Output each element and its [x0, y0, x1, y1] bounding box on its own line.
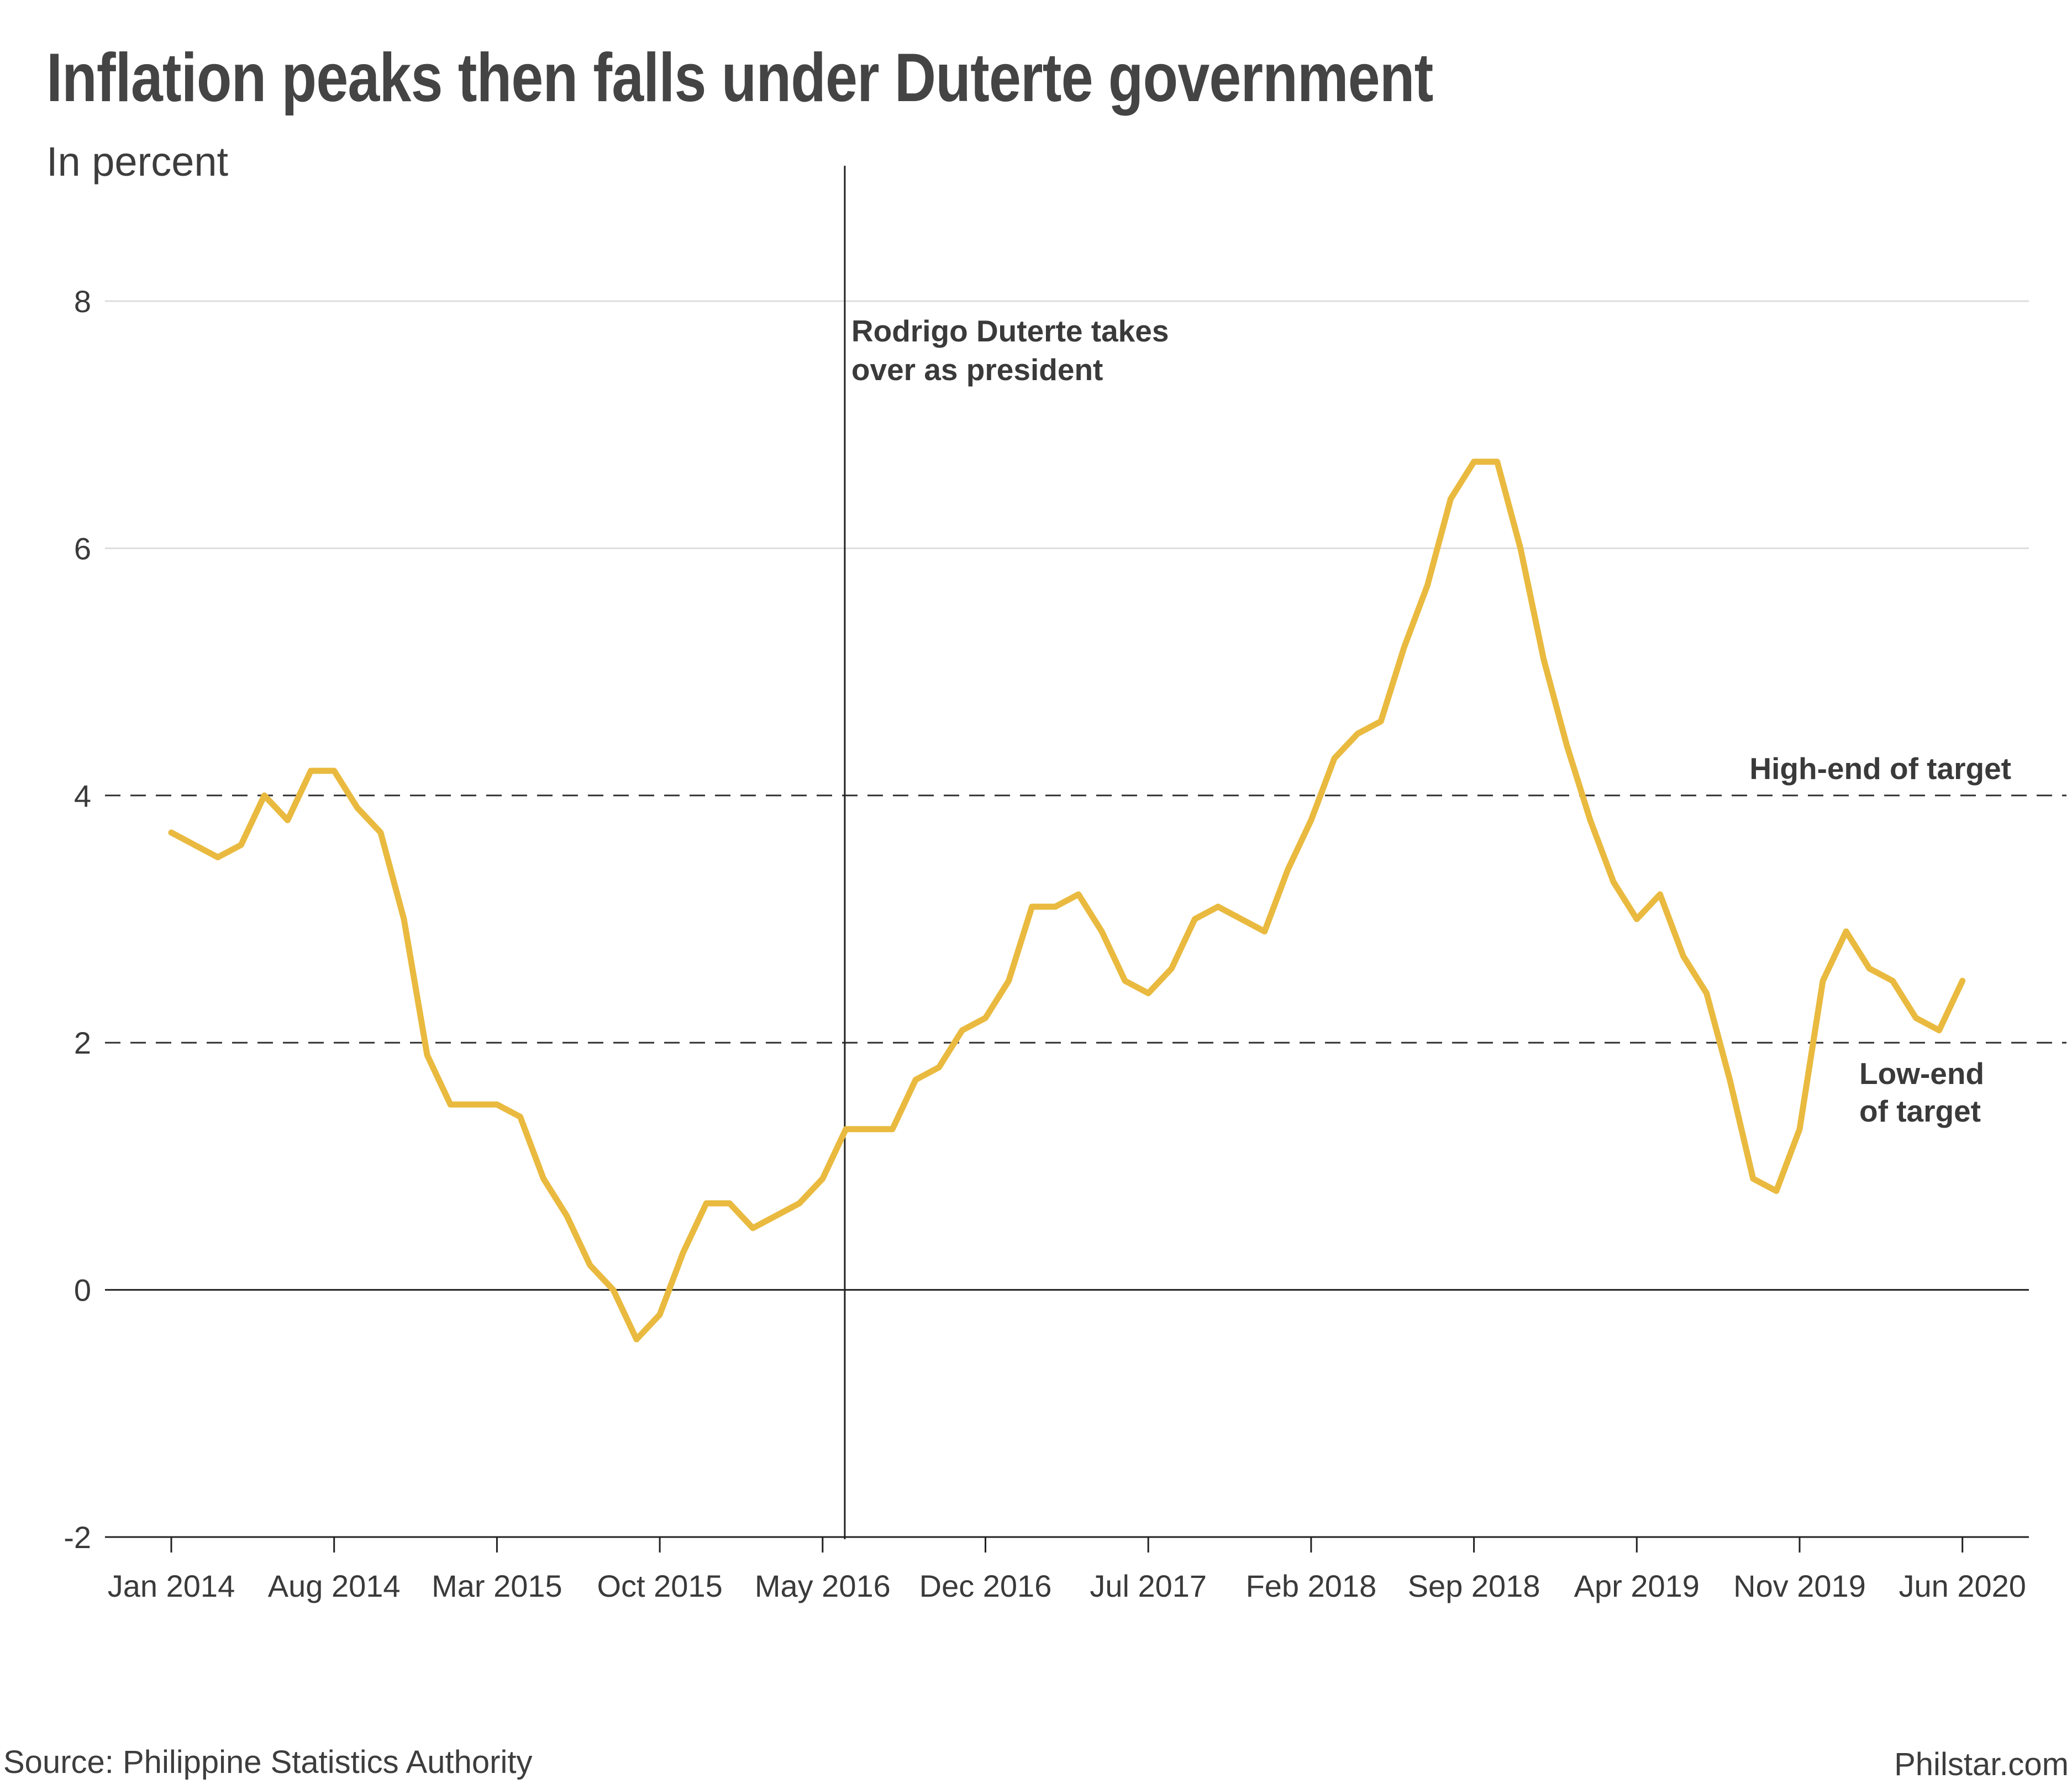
x-tick-label: May 2016 [755, 1569, 891, 1603]
inflation-line-series [168, 459, 1966, 1343]
chart-title: Inflation peaks then falls under Duterte… [46, 40, 1433, 116]
source-note: Source: Philippine Statistics Authority [3, 1744, 533, 1780]
duterte-event-marker: Rodrigo Duterte takes over as president [844, 166, 1169, 1539]
x-tick-label: Oct 2015 [597, 1569, 722, 1603]
duterte-event-label-line: Rodrigo Duterte takes [851, 314, 1169, 348]
y-tick-label: 4 [74, 778, 91, 813]
gridlines [105, 300, 2029, 549]
low-end-target-label-line: Low-end [1859, 1056, 1984, 1091]
x-tick-label: Mar 2015 [432, 1569, 562, 1603]
tick-labels: -2 0 2 4 6 8 Jan 2014 Aug 2014 Mar 2015 Oct 2015 M… [64, 284, 2026, 1603]
x-tick-label: Aug 2014 [268, 1569, 401, 1603]
chart-subtitle: In percent [46, 139, 229, 185]
y-tick-label: 0 [74, 1273, 91, 1308]
duterte-event-label-line: over as president [851, 352, 1103, 387]
x-tick-label: Sep 2018 [1408, 1569, 1540, 1603]
x-tick-label: Jun 2020 [1899, 1569, 2026, 1603]
y-tick-label: 6 [74, 531, 91, 566]
x-tick-label: Jul 2017 [1090, 1569, 1207, 1603]
y-tick-label: 2 [74, 1025, 91, 1060]
x-tick-label: Feb 2018 [1246, 1569, 1377, 1603]
x-tick-label: Apr 2019 [1574, 1569, 1700, 1603]
publisher-credit: Philstar.com [1894, 1746, 2069, 1782]
x-tick-label: Nov 2019 [1733, 1569, 1866, 1603]
inflation-series [168, 459, 1966, 1343]
y-tick-label: -2 [64, 1520, 91, 1555]
axes [105, 1289, 2029, 1553]
x-tick-label: Dec 2016 [919, 1569, 1052, 1603]
high-end-target-label: High-end of target [1749, 751, 2011, 786]
y-tick-label: 8 [74, 284, 91, 319]
low-end-target-label-line: of target [1859, 1094, 1981, 1128]
x-tick-label: Jan 2014 [108, 1569, 235, 1603]
